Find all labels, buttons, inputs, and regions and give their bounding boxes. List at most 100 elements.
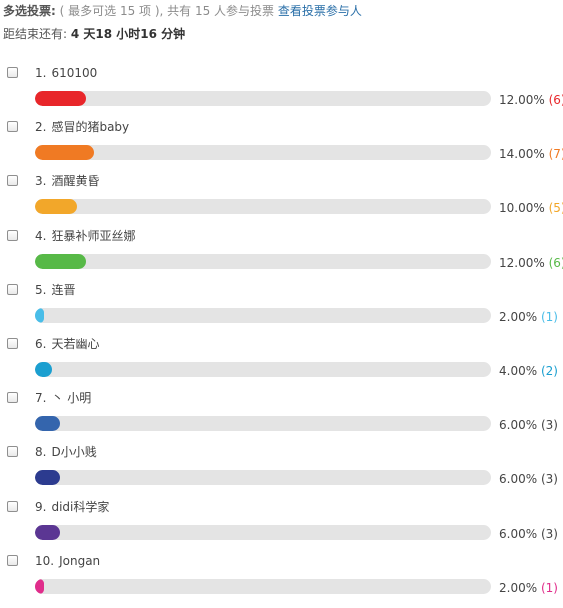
option-percent: 6.00% [499,418,538,433]
option-progress-fill [35,470,61,486]
vote-mode-label: 多选投票 [3,4,52,18]
option-progress-track [35,91,491,106]
option-progress-fill [35,91,86,106]
poll-option: 8. D小小贱 6.00% (3) [0,445,563,499]
option-percent: 12.00% [499,93,545,107]
poll-option: 3. 酒醒黄昏 10.00% (5) [0,174,563,228]
option-name: D小小贱 [51,445,97,460]
poll-option: 5. 连晋 2.00% (1) [0,283,563,337]
option-progress-track [35,307,491,323]
poll-option: 2. 感冒的猪baby 14.00% (7) [0,120,563,174]
option-name: 610100 [51,66,98,80]
option-label: 3. 酒醒黄昏 [35,174,99,188]
option-vote-count: (3) [540,472,558,487]
option-name: Jongan [59,553,101,568]
option-vote-count: (6) [548,255,563,270]
option-progress-track [35,578,491,594]
poll-option: 9. didi科学家 6.00% (3) [0,500,563,554]
option-progress-fill [35,578,44,594]
option-checkbox[interactable] [7,500,18,512]
option-name: 丶 小明 [51,391,92,406]
option-progress-track [35,253,491,269]
option-percent: 14.00% [499,147,545,162]
option-checkbox[interactable] [7,446,18,458]
option-result: 10.00% (5) [499,201,563,215]
vote-limit-text: ( 最多可选 15 项 ), 共有 15 人参与投票 [55,4,278,18]
option-progress-track [35,145,491,161]
poll-option: 6. 天若幽心 4.00% (2) [0,337,563,391]
option-vote-count: (1) [540,580,558,595]
option-percent: 4.00% [499,364,538,378]
option-result: 12.00% (6) [499,256,563,270]
option-name: 天若幽心 [51,337,100,351]
option-index: 8. [35,445,47,460]
option-result: 12.00% (6) [499,93,563,107]
option-result: 6.00% (3) [499,527,558,541]
option-checkbox[interactable] [7,392,18,404]
poll-option: 1. 610100 12.00% (6) [0,66,563,120]
option-label: 6. 天若幽心 [35,337,99,351]
option-progress-fill [35,524,61,540]
option-checkbox[interactable] [7,175,18,187]
option-result: 14.00% (7) [499,147,563,161]
poll-option: 4. 狂暴补师亚丝娜 12.00% (6) [0,229,563,283]
option-checkbox[interactable] [7,554,18,566]
option-result: 4.00% (2) [499,364,558,378]
poll-option: 10. Jongan 2.00% (1) [0,554,563,608]
option-index: 10. [35,553,55,568]
option-progress-track [35,199,491,215]
view-voters-link[interactable]: 查看投票参与人 [277,4,362,18]
option-label: 7. 丶 小明 [35,391,91,405]
option-checkbox[interactable] [7,338,18,349]
option-checkbox[interactable] [7,283,18,295]
option-percent: 6.00% [499,472,538,487]
option-percent: 10.00% [499,201,545,216]
option-vote-count: (6) [548,93,563,107]
option-name: 连晋 [51,282,76,297]
option-result: 2.00% (1) [499,310,558,324]
option-label: 1. 610100 [35,66,97,80]
option-vote-count: (5) [548,201,563,216]
option-index: 1. [35,66,47,80]
option-progress-track [35,416,491,432]
deadline: 距结束还有: 4 天18 小时16 分钟 [3,26,185,42]
option-label: 2. 感冒的猪baby [35,120,129,134]
option-vote-count: (2) [540,364,558,378]
option-vote-count: (3) [540,418,558,433]
option-progress-fill [35,253,86,269]
option-percent: 12.00% [499,255,545,270]
option-name: 狂暴补师亚丝娜 [51,228,136,243]
option-label: 10. Jongan [35,554,100,568]
option-index: 6. [35,337,47,351]
option-index: 3. [35,174,47,189]
option-result: 2.00% (1) [499,581,558,595]
vote-mode-colon: : [51,4,56,18]
option-index: 2. [35,120,47,135]
option-checkbox[interactable] [7,229,18,241]
option-index: 5. [35,282,47,297]
option-name: 感冒的猪baby [51,120,130,135]
option-progress-track [35,524,491,540]
option-label: 8. D小小贱 [35,445,97,459]
vote-summary: 多选投票: ( 最多可选 15 项 ), 共有 15 人参与投票 查看投票参与人 [3,3,362,19]
deadline-value: 4 天18 小时16 分钟 [70,27,186,41]
deadline-label: 距结束还有: [3,27,71,41]
option-result: 6.00% (3) [499,472,558,486]
option-progress-fill [35,145,95,161]
option-percent: 6.00% [499,526,538,541]
option-percent: 2.00% [499,309,538,324]
option-progress-fill [35,307,44,323]
option-checkbox[interactable] [7,67,18,78]
option-index: 7. [35,391,47,406]
option-progress-fill [35,362,52,377]
option-checkbox[interactable] [7,121,18,133]
option-vote-count: (7) [548,147,563,162]
option-vote-count: (3) [540,526,558,541]
option-label: 4. 狂暴补师亚丝娜 [35,229,135,243]
option-label: 9. didi科学家 [35,500,109,514]
option-index: 4. [35,228,47,243]
option-progress-track [35,362,491,377]
option-name: 酒醒黄昏 [51,174,100,189]
option-percent: 2.00% [499,580,538,595]
option-index: 9. [35,499,47,514]
